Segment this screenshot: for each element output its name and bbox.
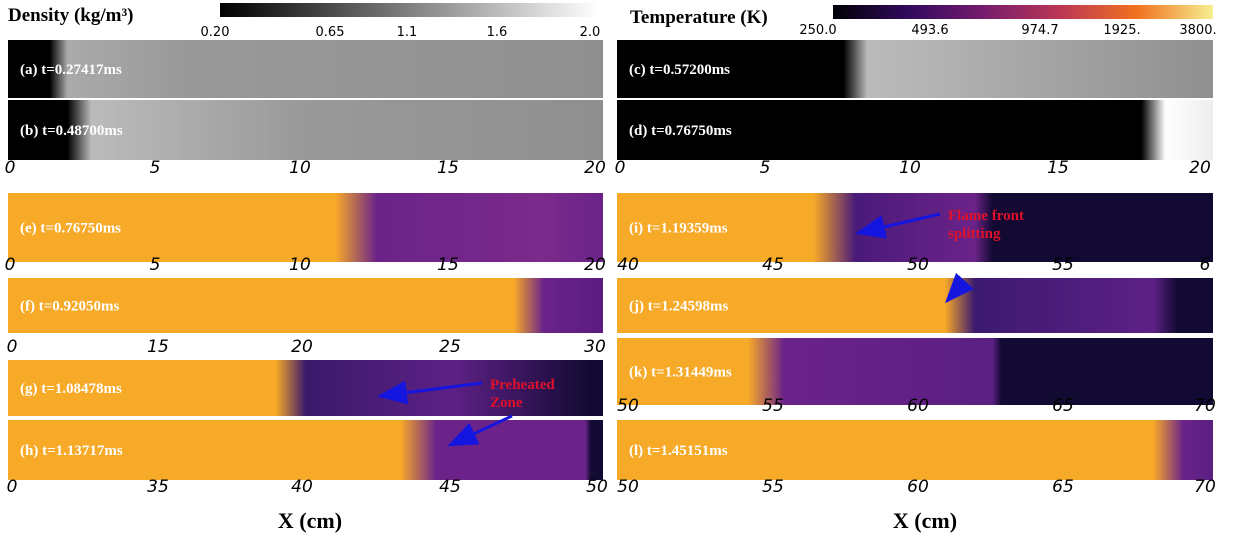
x-tick-label: 15 xyxy=(147,337,169,357)
colorbar-tick-label: 1.1 xyxy=(397,25,418,40)
x-tick-label: 55 xyxy=(1052,255,1074,275)
x-tick-label: 15 xyxy=(1047,158,1069,178)
x-tick-label: 20 xyxy=(584,158,606,178)
annotation: Zone xyxy=(490,395,523,411)
figure: Density (kg/m³) Temperature (K) 0.20 0.65 1.… xyxy=(0,0,1245,537)
x-tick-label: 10 xyxy=(899,158,921,178)
x-tick-label: 40 xyxy=(291,477,313,497)
x-tick-label: 15 xyxy=(437,158,459,178)
x-tick-label: 5 xyxy=(150,255,161,275)
panel-label: (j) t=1.24598ms xyxy=(629,299,729,315)
x-tick-label: 60 xyxy=(907,477,929,497)
x-tick-label: 70 xyxy=(1194,396,1216,416)
panel-label: (k) t=1.31449ms xyxy=(629,365,732,381)
x-tick-label: 10 xyxy=(289,158,311,178)
panel-label: (c) t=0.57200ms xyxy=(629,62,730,78)
x-tick-label: 35 xyxy=(147,477,169,497)
colorbar-tick-label: 0.65 xyxy=(316,25,345,40)
x-axis-label: X (cm) xyxy=(893,508,957,533)
x-tick-label: 0 xyxy=(7,477,18,497)
x-tick-label: 5 xyxy=(760,158,771,178)
x-tick-label: 55 xyxy=(762,477,784,497)
x-tick-label: 25 xyxy=(439,337,461,357)
panel-label: (e) t=0.76750ms xyxy=(20,221,121,237)
x-tick-label: 55 xyxy=(762,396,784,416)
x-tick-label: 20 xyxy=(584,255,606,275)
annotation: splitting xyxy=(948,226,1001,242)
panel-label: (l) t=1.45151ms xyxy=(629,443,728,459)
x-tick-label: 0 xyxy=(7,337,18,357)
x-tick-label: 15 xyxy=(437,255,459,275)
colorbar-tick-label: 1925. xyxy=(1103,23,1140,38)
colorbar-tick-label: 974.7 xyxy=(1021,23,1058,38)
panel-label: (d) t=0.76750ms xyxy=(629,123,732,139)
colorbar-tick-label: 1.6 xyxy=(487,25,508,40)
colorbar-tick-label: 250.0 xyxy=(799,23,836,38)
panel-label: (b) t=0.48700ms xyxy=(20,123,123,139)
x-axis-label: X (cm) xyxy=(278,508,342,533)
colorbar-tick-label: 0.20 xyxy=(201,25,230,40)
annotation: Preheated xyxy=(490,377,555,393)
colorbar-tick-label: 3800. xyxy=(1179,23,1216,38)
x-tick-label: 45 xyxy=(762,255,784,275)
x-tick-label: 60 xyxy=(907,396,929,416)
x-tick-label: 45 xyxy=(439,477,461,497)
panel-label: (i) t=1.19359ms xyxy=(629,221,728,237)
panel-label: (g) t=1.08478ms xyxy=(20,381,122,397)
x-tick-label: 50 xyxy=(907,255,929,275)
x-tick-label: 0 xyxy=(5,158,16,178)
x-tick-label: 40 xyxy=(617,255,639,275)
panel-label: (a) t=0.27417ms xyxy=(20,62,122,78)
annotation: Flame front xyxy=(948,208,1024,224)
x-tick-label: 5 xyxy=(150,158,161,178)
panel-label: (f) t=0.92050ms xyxy=(20,299,120,315)
x-tick-label: 0 xyxy=(5,255,16,275)
x-tick-label: 6 xyxy=(1200,255,1211,275)
panel-label: (h) t=1.13717ms xyxy=(20,443,123,459)
x-tick-label: 65 xyxy=(1052,477,1074,497)
x-tick-label: 10 xyxy=(289,255,311,275)
x-tick-label: 70 xyxy=(1194,477,1216,497)
colorbar-tick-label: 2.0 xyxy=(580,25,601,40)
colorbar-title: Temperature (K) xyxy=(630,7,768,28)
x-tick-label: 50 xyxy=(617,477,639,497)
density-colorbar xyxy=(220,3,598,17)
x-tick-label: 0 xyxy=(615,158,626,178)
x-tick-label: 65 xyxy=(1052,396,1074,416)
x-tick-label: 30 xyxy=(584,337,606,357)
temperature-colorbar xyxy=(833,5,1213,19)
x-tick-label: 20 xyxy=(1189,158,1211,178)
colorbar-tick-label: 493.6 xyxy=(911,23,948,38)
x-tick-label: 50 xyxy=(586,477,608,497)
x-tick-label: 50 xyxy=(617,396,639,416)
x-tick-label: 20 xyxy=(291,337,313,357)
colorbar-title: Density (kg/m³) xyxy=(8,5,134,26)
